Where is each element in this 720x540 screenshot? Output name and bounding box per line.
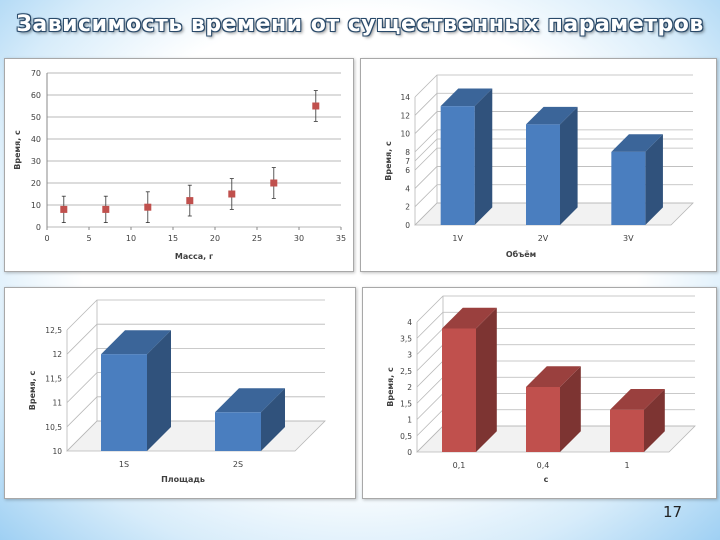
y-tick-label: 30 — [31, 157, 41, 166]
bar-top — [610, 388, 665, 410]
y-tick-label: 2,5 — [400, 367, 412, 376]
bar-side — [645, 134, 663, 225]
y-tick-label: 3 — [407, 351, 412, 360]
chart-panel-c: 0 0,5 1 1,5 2 2,5 3 3,5 4 0,1 0,4 1 с Время, с — [362, 287, 717, 499]
y-axis-title: Время, с — [13, 130, 22, 170]
x-tick-label: 35 — [336, 234, 346, 243]
bar-side — [474, 88, 493, 225]
bar — [440, 106, 475, 225]
data-point — [102, 205, 110, 213]
y-tick-label: 3,5 — [400, 334, 412, 343]
x-tick-label: 2V — [538, 234, 549, 243]
x-tick-label: 0,4 — [537, 461, 550, 470]
x-tick-label: 0,1 — [453, 461, 466, 470]
x-tick-label: 1V — [452, 234, 463, 243]
x-axis-title: Площадь — [161, 475, 205, 484]
data-point — [228, 190, 236, 198]
x-tick-label: 10 — [126, 234, 136, 243]
y-tick-label: 14 — [400, 93, 410, 102]
bar-top — [526, 366, 581, 387]
x-tick-label: 1S — [119, 460, 129, 469]
y-tick-label: 1 — [407, 416, 412, 425]
y-tick-label: 7 — [405, 157, 410, 166]
bar-top — [526, 106, 578, 125]
x-tick-label: 0 — [44, 234, 49, 243]
y-axis-title: Время, с — [384, 141, 393, 181]
y-tick-label: 11 — [52, 399, 62, 408]
data-point — [312, 102, 320, 110]
bar-side — [644, 388, 665, 452]
y-tick-label: 2 — [405, 203, 410, 212]
x-tick-label: 30 — [294, 234, 304, 243]
y-tick-label: 1,5 — [400, 399, 412, 408]
chart-mass-scatter: 0 10 20 30 40 50 60 70 0 5 10 15 20 25 30 35 Масса, г Вре… — [13, 69, 346, 261]
x-tick-label: 5 — [86, 234, 91, 243]
y-tick-label: 60 — [31, 91, 41, 100]
bar — [610, 409, 644, 452]
y-tick-label: 12 — [400, 111, 410, 120]
y-tick-label: 10 — [31, 201, 41, 210]
bar-top — [215, 388, 285, 413]
bar-side — [560, 366, 581, 452]
y-tick-label: 10 — [52, 447, 62, 456]
bar-side — [261, 388, 285, 451]
bar — [215, 412, 261, 451]
bar-side — [560, 106, 578, 225]
chart-area-bars: 10 10,5 11 11,5 12 12,5 1S 2S Площадь Время, с — [28, 299, 326, 484]
bar — [526, 387, 560, 452]
y-tick-label: 12 — [52, 350, 62, 359]
y-tick-label: 6 — [405, 166, 410, 175]
y-tick-label: 40 — [31, 135, 41, 144]
data-point — [144, 203, 152, 211]
chart-c-bars: 0 0,5 1 1,5 2 2,5 3 3,5 4 0,1 0,4 1 с Время, с — [386, 295, 696, 484]
y-tick-label: 4 — [407, 318, 412, 327]
y-tick-label: 0 — [407, 448, 412, 457]
bar-side — [476, 307, 497, 452]
y-axis-title: Время, с — [28, 371, 37, 411]
y-tick-label: 70 — [31, 69, 41, 78]
bar — [526, 124, 560, 225]
x-tick-label: 20 — [210, 234, 220, 243]
x-tick-label: 2S — [233, 460, 243, 469]
y-tick-label: 10 — [400, 130, 410, 139]
x-tick-label: 1 — [624, 461, 629, 470]
chart-panel-area: 10 10,5 11 11,5 12 12,5 1S 2S Площадь Время, с — [4, 287, 356, 499]
y-tick-label: 50 — [31, 113, 41, 122]
y-tick-label: 0,5 — [400, 432, 412, 441]
bar-top — [440, 88, 493, 107]
bar — [101, 354, 147, 451]
chart-panel-volume: 0 2 4 6 7 8 10 12 14 1V 2V 3V Объём Время, с — [360, 58, 717, 272]
chart-panel-mass: 0 10 20 30 40 50 60 70 0 5 10 15 20 25 30 35 Масса, г Вре… — [4, 58, 354, 272]
x-axis-title: с — [544, 475, 549, 484]
gridline-y — [66, 299, 325, 331]
data-point — [270, 179, 278, 187]
bar-top — [442, 307, 497, 329]
y-tick-label: 0 — [405, 221, 410, 230]
data-point — [60, 205, 68, 213]
bar-side — [147, 330, 171, 451]
bar — [611, 151, 646, 225]
chart-volume-bars: 0 2 4 678 10 12 14 1V 2V 3V Объём Время, с — [384, 74, 694, 259]
bar-top — [101, 330, 171, 355]
x-axis-title: Масса, г — [175, 252, 213, 261]
data-point — [186, 197, 194, 205]
y-tick-label: 4 — [405, 184, 410, 193]
y-axis-title: Время, с — [386, 367, 395, 407]
slide-title: Зависимость времени от существенных пара… — [16, 12, 704, 37]
y-tick-label: 8 — [405, 148, 410, 157]
y-tick-label: 12,5 — [45, 326, 62, 335]
y-tick-label: 0 — [36, 223, 41, 232]
y-tick-label: 20 — [31, 179, 41, 188]
x-tick-label: 15 — [168, 234, 178, 243]
bar-top — [611, 134, 663, 152]
x-axis-title: Объём — [506, 249, 536, 259]
page-number: 17 — [663, 503, 683, 521]
x-tick-label: 25 — [252, 234, 262, 243]
y-tick-label: 11,5 — [45, 374, 62, 383]
bar — [442, 328, 476, 452]
y-tick-label: 10,5 — [45, 423, 62, 432]
x-tick-label: 3V — [623, 234, 634, 243]
y-tick-label: 2 — [407, 383, 412, 392]
